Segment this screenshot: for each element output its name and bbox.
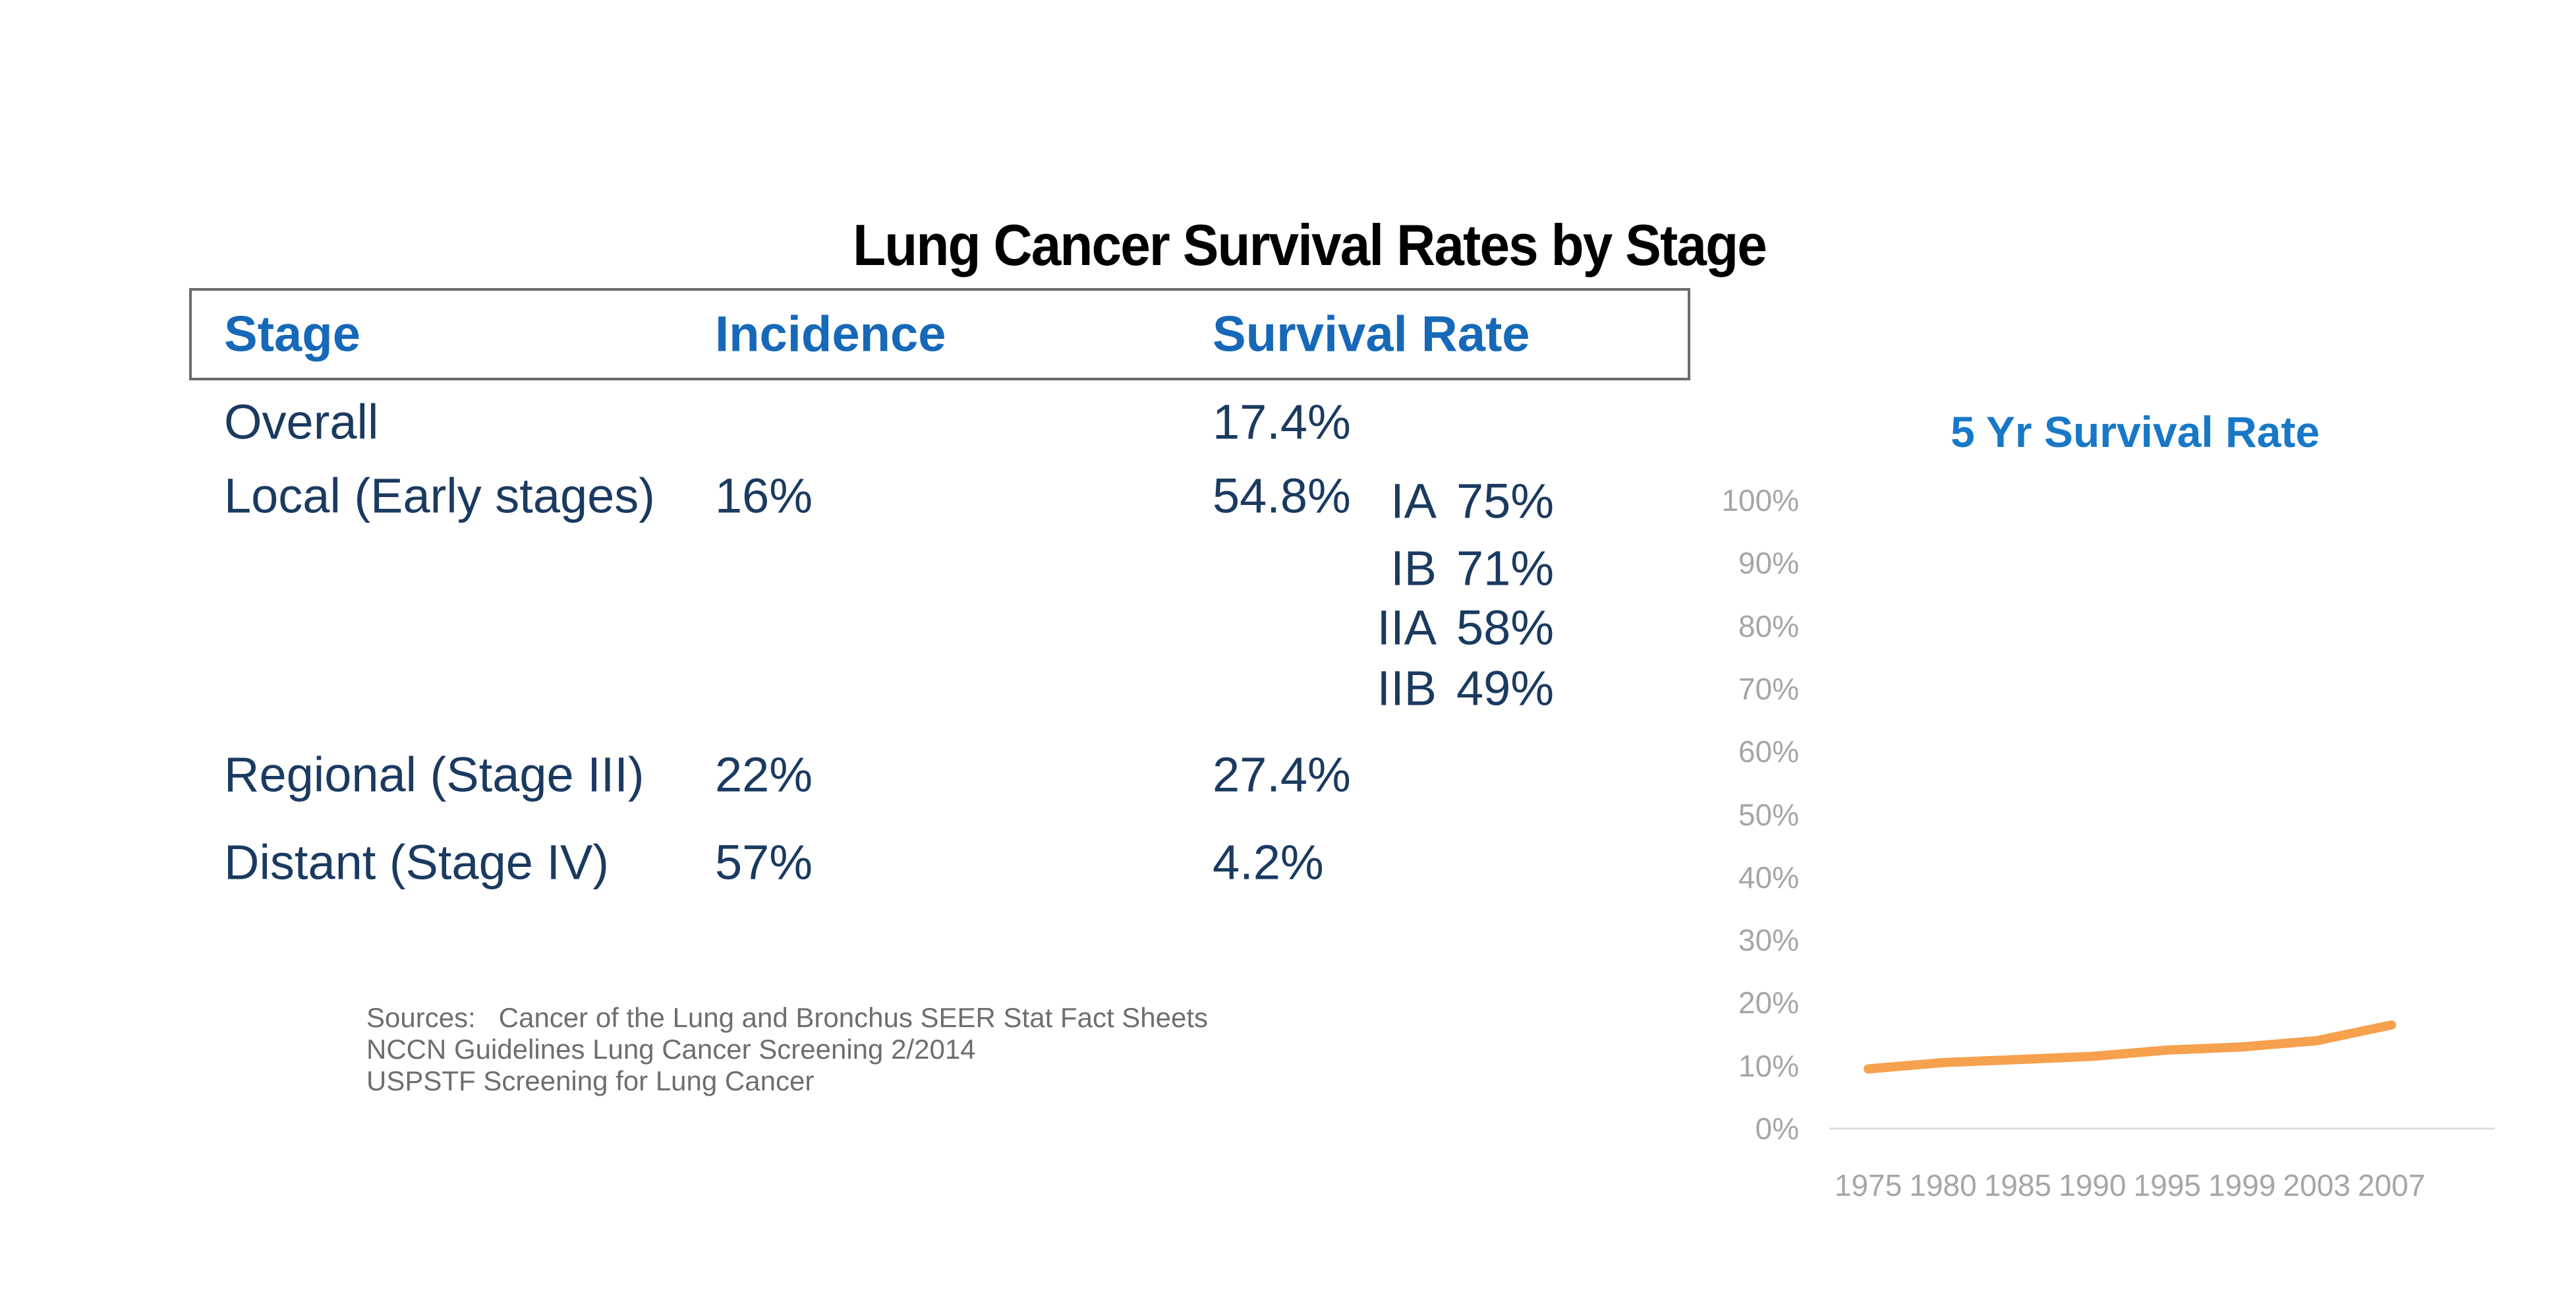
survival-trend-line <box>1864 1020 2396 1074</box>
y-axis-tick-label: 30% <box>1738 923 1799 958</box>
table-cell-incidence: 16% <box>715 468 813 523</box>
source-line: Sources: Cancer of the Lung and Bronchus… <box>366 1002 1209 1033</box>
table-cell-stage: Local (Early stages) <box>224 468 655 523</box>
y-axis-tick-label: 20% <box>1738 986 1799 1020</box>
table-cell-survival: 54.8% <box>1213 468 1351 523</box>
column-header-stage: Stage <box>224 306 360 363</box>
substage-line: IB 71% <box>1318 541 1554 597</box>
table-header-row: Stage Incidence Survival Rate <box>189 288 1690 380</box>
table-cell-survival: 27.4% <box>1213 747 1351 802</box>
substage-line: IA 75% <box>1318 473 1554 529</box>
substage-line: IIA 58% <box>1318 600 1555 656</box>
y-axis-tick-label: 40% <box>1738 860 1799 895</box>
chart-title: 5 Yr Survival Rate <box>1950 407 2320 456</box>
y-axis-tick-label: 60% <box>1738 734 1799 769</box>
substage-rate: 49% <box>1456 661 1555 716</box>
substage-code: IIA <box>1377 600 1437 655</box>
column-header-survival: Survival Rate <box>1213 306 1530 363</box>
x-axis-tick-label: 2003 <box>2283 1168 2351 1202</box>
sources-note: Sources: Cancer of the Lung and Bronchus… <box>366 1002 1208 1097</box>
x-axis-tick-label: 2007 <box>2357 1168 2426 1202</box>
slide-title: Lung Cancer Survival Rates by Stage <box>853 212 1767 278</box>
x-axis-tick-label: 1999 <box>2208 1168 2276 1202</box>
table-cell-stage: Regional (Stage III) <box>224 747 644 802</box>
x-axis-tick-label: 1980 <box>1909 1168 1977 1202</box>
substage-code: IA <box>1390 473 1437 529</box>
y-axis-tick-label: 0% <box>1755 1111 1799 1146</box>
substage-line: IIB 49% <box>1318 661 1555 717</box>
table-cell-stage: Distant (Stage IV) <box>224 835 610 890</box>
substage-code: IB <box>1390 541 1437 596</box>
table-cell-survival: 4.2% <box>1213 835 1324 890</box>
substage-rate: 71% <box>1456 541 1555 596</box>
x-axis-tick-label: 1975 <box>1834 1168 1903 1202</box>
x-axis-tick-label: 1990 <box>2059 1168 2127 1202</box>
y-axis-tick-label: 100% <box>1721 483 1799 517</box>
y-axis-tick-label: 90% <box>1738 546 1799 581</box>
y-axis-tick-label: 50% <box>1738 797 1799 832</box>
y-axis-tick-label: 70% <box>1738 671 1799 706</box>
substage-code: IIB <box>1377 661 1437 716</box>
table-cell-incidence: 22% <box>715 747 813 802</box>
table-cell-incidence: 57% <box>715 835 813 890</box>
column-header-incidence: Incidence <box>715 306 946 363</box>
x-axis-tick-label: 1995 <box>2133 1168 2201 1202</box>
y-axis-tick-label: 80% <box>1738 608 1799 643</box>
table-cell-survival: 17.4% <box>1213 394 1351 450</box>
x-axis-tick-label: 1985 <box>1984 1168 2052 1202</box>
substage-rate: 58% <box>1456 600 1555 655</box>
source-line: USPSTF Screening for Lung Cancer <box>366 1065 815 1096</box>
y-axis-tick-label: 10% <box>1738 1048 1799 1083</box>
source-line: NCCN Guidelines Lung Cancer Screening 2/… <box>366 1034 976 1065</box>
substage-rate: 75% <box>1456 473 1555 529</box>
table-cell-stage: Overall <box>224 394 379 450</box>
